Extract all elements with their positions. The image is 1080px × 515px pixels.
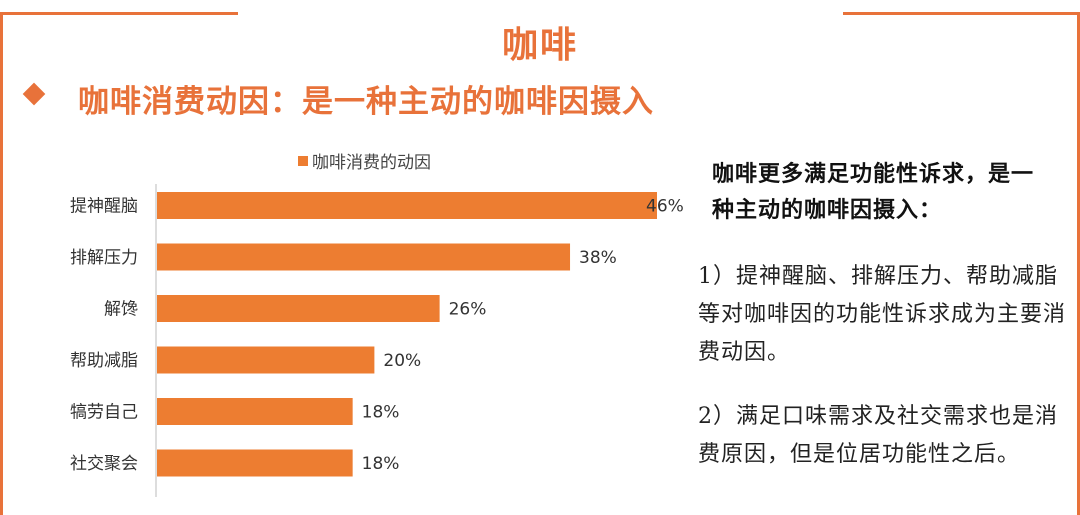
side-paragraph-2: 2）满足口味需求及社交需求也是消费原因，但是位居功能性之后。 bbox=[698, 404, 1058, 467]
category-label: 提神醒脑 bbox=[70, 197, 138, 217]
frame-top-left-line bbox=[0, 12, 238, 15]
value-label: 20% bbox=[383, 351, 421, 371]
chart-legend: 咖啡消费的动因 bbox=[298, 148, 431, 173]
value-label: 26% bbox=[449, 300, 487, 320]
side-heading: 咖啡更多满足功能性诉求，是一种主动的咖啡因摄入： bbox=[712, 161, 1035, 223]
value-label: 46% bbox=[646, 197, 684, 217]
bar bbox=[157, 295, 440, 322]
page-subtitle: 咖啡消费动因：是一种主动的咖啡因摄入 bbox=[78, 84, 654, 120]
frame-right-line bbox=[1077, 12, 1080, 515]
legend-swatch bbox=[298, 155, 308, 166]
page-title: 咖啡 bbox=[501, 25, 578, 66]
legend-label: 咖啡消费的动因 bbox=[312, 153, 431, 173]
value-label: 38% bbox=[579, 248, 617, 268]
frame-left-line bbox=[0, 12, 3, 515]
bar bbox=[157, 192, 657, 219]
value-label: 18% bbox=[362, 403, 400, 423]
bar bbox=[157, 346, 375, 374]
category-label: 帮助减脂 bbox=[70, 351, 138, 371]
category-label: 排解压力 bbox=[70, 248, 138, 268]
bar bbox=[157, 449, 353, 477]
frame-top-right-line bbox=[843, 12, 1080, 15]
category-label: 解馋 bbox=[104, 300, 138, 320]
category-label: 犒劳自己 bbox=[70, 403, 138, 423]
bar bbox=[157, 243, 571, 271]
side-paragraph-1: 1）提神醒脑、排解压力、帮助减脂等对咖啡因的功能性诉求成为主要消费动因。 bbox=[698, 264, 1067, 365]
value-label: 18% bbox=[362, 454, 400, 474]
category-label: 社交聚会 bbox=[70, 454, 138, 474]
bar bbox=[157, 398, 353, 425]
